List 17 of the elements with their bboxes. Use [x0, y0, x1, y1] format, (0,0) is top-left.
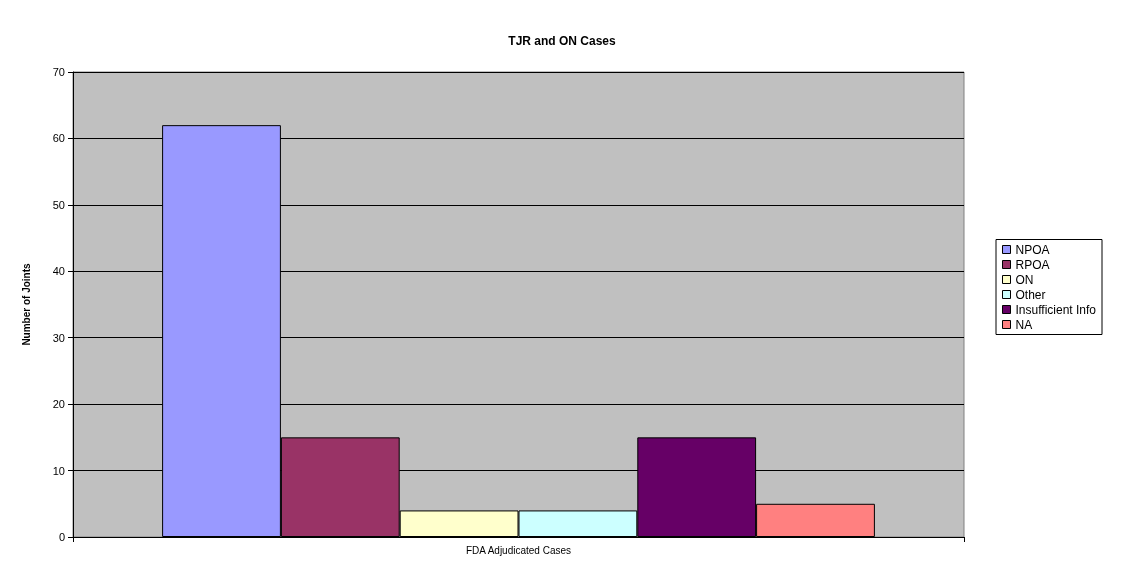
- y-tick-label: 50: [52, 198, 65, 211]
- legend-label: ON: [1015, 272, 1034, 287]
- y-tick-label: 70: [52, 66, 65, 78]
- y-tick-label: 10: [52, 464, 65, 477]
- legend-label: Other: [1015, 287, 1046, 302]
- y-axis-title: Number of Joints: [20, 262, 32, 346]
- chart-title: TJR and ON Cases: [508, 34, 617, 48]
- legend-label: NPOA: [1015, 242, 1050, 257]
- y-tick-label: 40: [52, 265, 65, 278]
- y-tick-label: 0: [58, 531, 65, 543]
- legend-label: RPOA: [1015, 257, 1050, 272]
- y-tick-label: 20: [52, 398, 65, 411]
- y-tick-label: 60: [52, 132, 65, 145]
- x-tick-label: FDA Adjudicated Cases: [465, 544, 572, 556]
- legend-label: NA: [1015, 317, 1033, 332]
- legend-label: Insufficient Info: [1015, 302, 1097, 317]
- y-tick-label: 30: [52, 331, 65, 344]
